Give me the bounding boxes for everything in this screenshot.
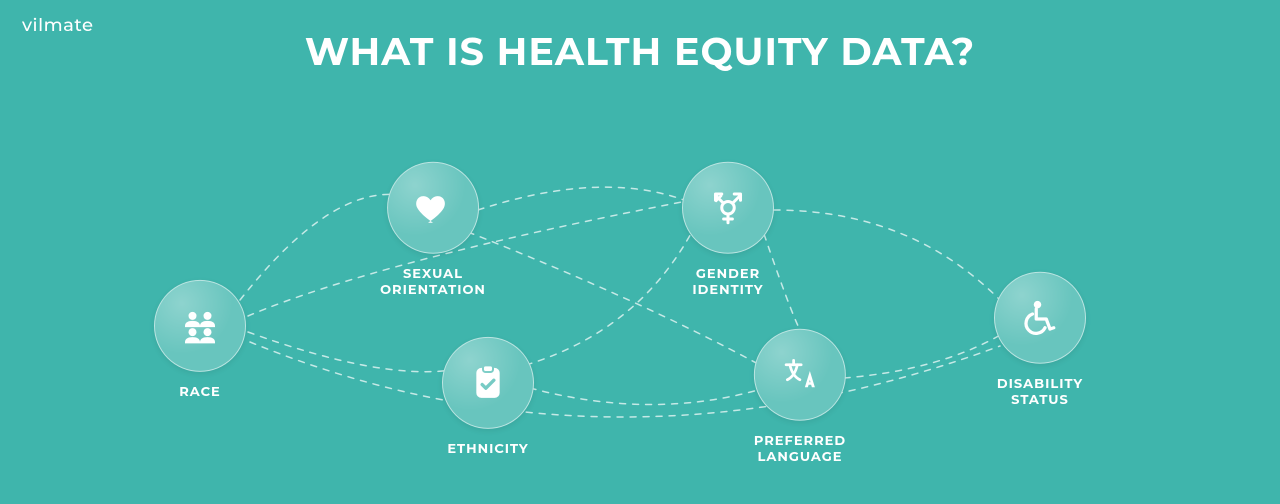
connector-path <box>240 194 400 300</box>
node-ethnicity: ETHNICITY <box>442 337 534 457</box>
node-label: RACE <box>154 384 246 400</box>
connector-path <box>478 187 684 210</box>
connector-layer <box>0 0 1280 504</box>
connector-path <box>844 334 1002 378</box>
heart-icon <box>387 162 479 254</box>
clipboard-icon <box>442 337 534 429</box>
connector-path <box>530 388 758 405</box>
node-disability: DISABILITY STATUS <box>994 272 1086 409</box>
transgender-icon <box>682 162 774 254</box>
node-gender: GENDER IDENTITY <box>682 162 774 299</box>
connector-path <box>248 332 452 372</box>
node-label: ETHNICITY <box>442 441 534 457</box>
infographic-canvas: vilmate WHAT IS HEALTH EQUITY DATA? RACE… <box>0 0 1280 504</box>
node-race: RACE <box>154 280 246 400</box>
node-language: PREFERRED LANGUAGE <box>754 329 846 466</box>
connector-path <box>774 210 1000 300</box>
node-label: PREFERRED LANGUAGE <box>754 433 846 466</box>
node-label: SEXUAL ORIENTATION <box>380 266 486 299</box>
connector-path <box>526 228 694 365</box>
node-label: DISABILITY STATUS <box>994 376 1086 409</box>
node-sexual: SEXUAL ORIENTATION <box>380 162 486 299</box>
people-icon <box>154 280 246 372</box>
page-title: WHAT IS HEALTH EQUITY DATA? <box>0 28 1280 75</box>
connector-path <box>250 342 1000 417</box>
translate-icon <box>754 329 846 421</box>
node-label: GENDER IDENTITY <box>682 266 774 299</box>
wheelchair-icon <box>994 272 1086 364</box>
